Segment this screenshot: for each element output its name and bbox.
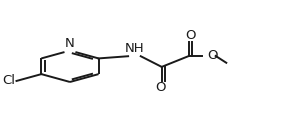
Text: Cl: Cl (2, 75, 15, 87)
Text: NH: NH (125, 42, 144, 55)
Text: N: N (65, 37, 75, 50)
Text: O: O (155, 81, 165, 94)
Text: O: O (185, 29, 196, 42)
Text: O: O (207, 49, 218, 63)
